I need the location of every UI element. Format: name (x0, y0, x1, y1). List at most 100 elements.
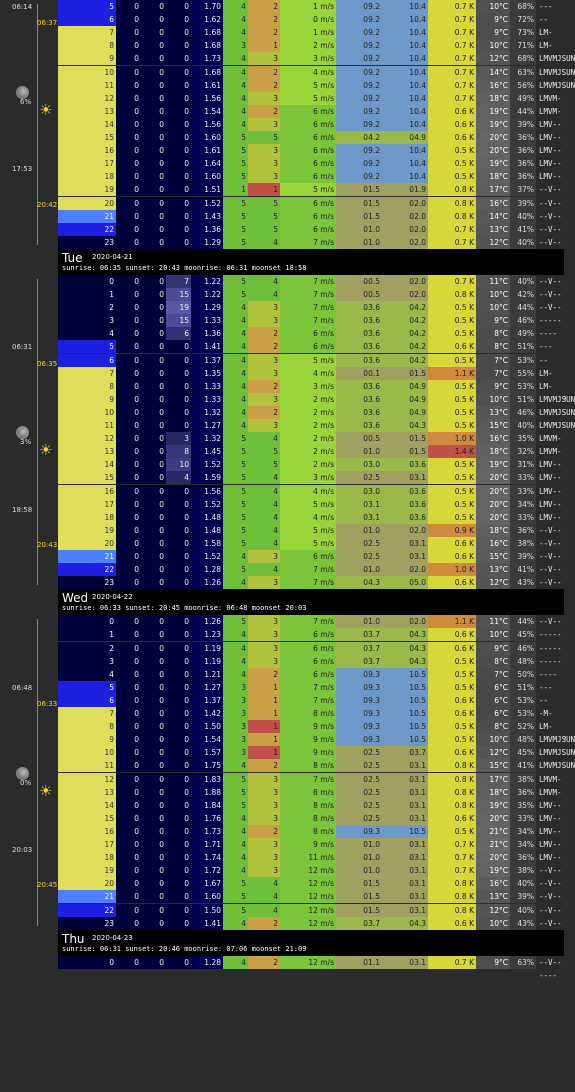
cell-vis: 0.8 K (428, 903, 476, 917)
cell-w2: 3 (248, 654, 280, 668)
cell-w2: 4 (248, 235, 280, 249)
cell-temp: 19°C (476, 104, 510, 118)
cell-cl1: 01.5 (336, 183, 382, 197)
cell-b: 0 (141, 693, 166, 707)
cell-h: 16 (58, 144, 116, 158)
cell-code: LM-MJS-NP (536, 366, 564, 404)
cell-w2: 3 (248, 851, 280, 865)
cell-c: 10 (166, 458, 191, 472)
cell-code: LMVM--UN- (536, 772, 564, 797)
cell-wind: 5 m/s (280, 78, 336, 92)
cell-vis: 0.5 K (428, 419, 476, 432)
cell-w1: 5 (223, 798, 248, 812)
cell-h: 5 (58, 0, 116, 13)
cell-a: 0 (116, 104, 141, 118)
cell-a: 0 (116, 327, 141, 341)
cell-a: 0 (116, 484, 141, 498)
cell-temp: 16°C (476, 877, 510, 891)
cell-a: 0 (116, 366, 141, 380)
cell-cl2: 10.4 (382, 157, 428, 171)
cell-hum: 33% (510, 811, 536, 825)
cell-h: 7 (58, 366, 116, 380)
cell-hum: 63% (510, 955, 536, 969)
cell-c: 0 (166, 419, 191, 432)
cell-w2: 5 (248, 131, 280, 144)
cell-see: 1.60 (191, 890, 223, 904)
cell-h: 13 (58, 445, 116, 459)
cell-see: 1.23 (191, 628, 223, 642)
cell-b: 0 (141, 432, 166, 446)
cell-w1: 5 (223, 157, 248, 171)
cell-see: 1.56 (191, 484, 223, 498)
cell-w1: 4 (223, 955, 248, 969)
cell-see: 1.19 (191, 641, 223, 655)
cell-code: --V------ (536, 235, 564, 260)
cell-a: 0 (116, 144, 141, 158)
cell-b: 0 (141, 484, 166, 498)
cell-w2: 1 (248, 680, 280, 694)
cell-see: 1.60 (191, 131, 223, 144)
cell-cl2: 10.5 (382, 680, 428, 694)
cell-wind: 6 m/s (280, 628, 336, 642)
cell-h: 8 (58, 39, 116, 53)
cell-temp: 20°C (476, 144, 510, 158)
cell-cl2: 03.1 (382, 851, 428, 865)
cell-c: 0 (166, 667, 191, 681)
cell-w1: 4 (223, 26, 248, 40)
cell-vis: 1.0 K (428, 563, 476, 577)
cell-temp: 13°C (476, 563, 510, 577)
cell-c: 0 (166, 0, 191, 13)
cell-a: 0 (116, 65, 141, 79)
cell-cl2: 02.0 (382, 235, 428, 249)
day-timeline (37, 619, 38, 926)
cell-a: 0 (116, 314, 141, 328)
cell-wind: 7 m/s (280, 314, 336, 328)
cell-h: 12 (58, 432, 116, 446)
cell-hum: 39% (510, 196, 536, 210)
cell-cl1: 02.5 (336, 550, 382, 563)
table-row: 12 0 0 3 1.32 5 4 2 m/s 00.5 01.5 1.0 K 16°C 35% LMVM… (58, 432, 564, 456)
cell-cl1: 03.6 (336, 353, 382, 367)
cell-b: 0 (141, 0, 166, 13)
cell-cl1: 02.5 (336, 759, 382, 773)
cell-code: LMV---U-- (536, 851, 564, 875)
cell-cl2: 10.4 (382, 13, 428, 27)
cell-b: 0 (141, 733, 166, 747)
cell-see: 1.54 (191, 733, 223, 747)
cell-vis: 0.5 K (428, 144, 476, 158)
cell-see: 1.56 (191, 91, 223, 105)
cell-cl2: 04.2 (382, 301, 428, 315)
cell-w2: 2 (248, 916, 280, 930)
cell-temp: 15°C (476, 419, 510, 432)
cell-temp: 20°C (476, 484, 510, 498)
cell-temp: 21°C (476, 838, 510, 851)
cell-vis: 0.8 K (428, 759, 476, 773)
cell-w2: 3 (248, 419, 280, 432)
cell-c: 15 (166, 314, 191, 328)
cell-temp: 19°C (476, 458, 510, 472)
cell-cl2: 04.9 (382, 131, 428, 144)
cell-wind: 12 m/s (280, 877, 336, 891)
cell-see: 1.64 (191, 157, 223, 171)
cell-b: 0 (141, 536, 166, 550)
cell-code: --MJS-NP (536, 693, 564, 731)
table-row: 13 0 0 0 1.54 4 2 6 m/s 09.2 10.4 0.6 K 19°C 44% LMVM… (58, 104, 564, 129)
cell-temp: 18°C (476, 445, 510, 459)
cell-cl2: 02.0 (382, 274, 428, 288)
cell-b: 0 (141, 39, 166, 53)
day-timeline (37, 278, 38, 586)
cell-b: 0 (141, 392, 166, 406)
cell-cl2: 03.1 (382, 785, 428, 799)
cell-b: 0 (141, 301, 166, 315)
moon-illumination: 0% (20, 778, 32, 787)
cell-hum: 41% (510, 222, 536, 236)
cell-see: 1.83 (191, 772, 223, 786)
cell-cl1: 03.1 (336, 497, 382, 511)
cell-b: 0 (141, 419, 166, 432)
cell-wind: 7 m/s (280, 563, 336, 577)
cell-temp: 10°C (476, 628, 510, 642)
cell-cl1: 09.2 (336, 170, 382, 184)
cell-w2: 2 (248, 104, 280, 118)
